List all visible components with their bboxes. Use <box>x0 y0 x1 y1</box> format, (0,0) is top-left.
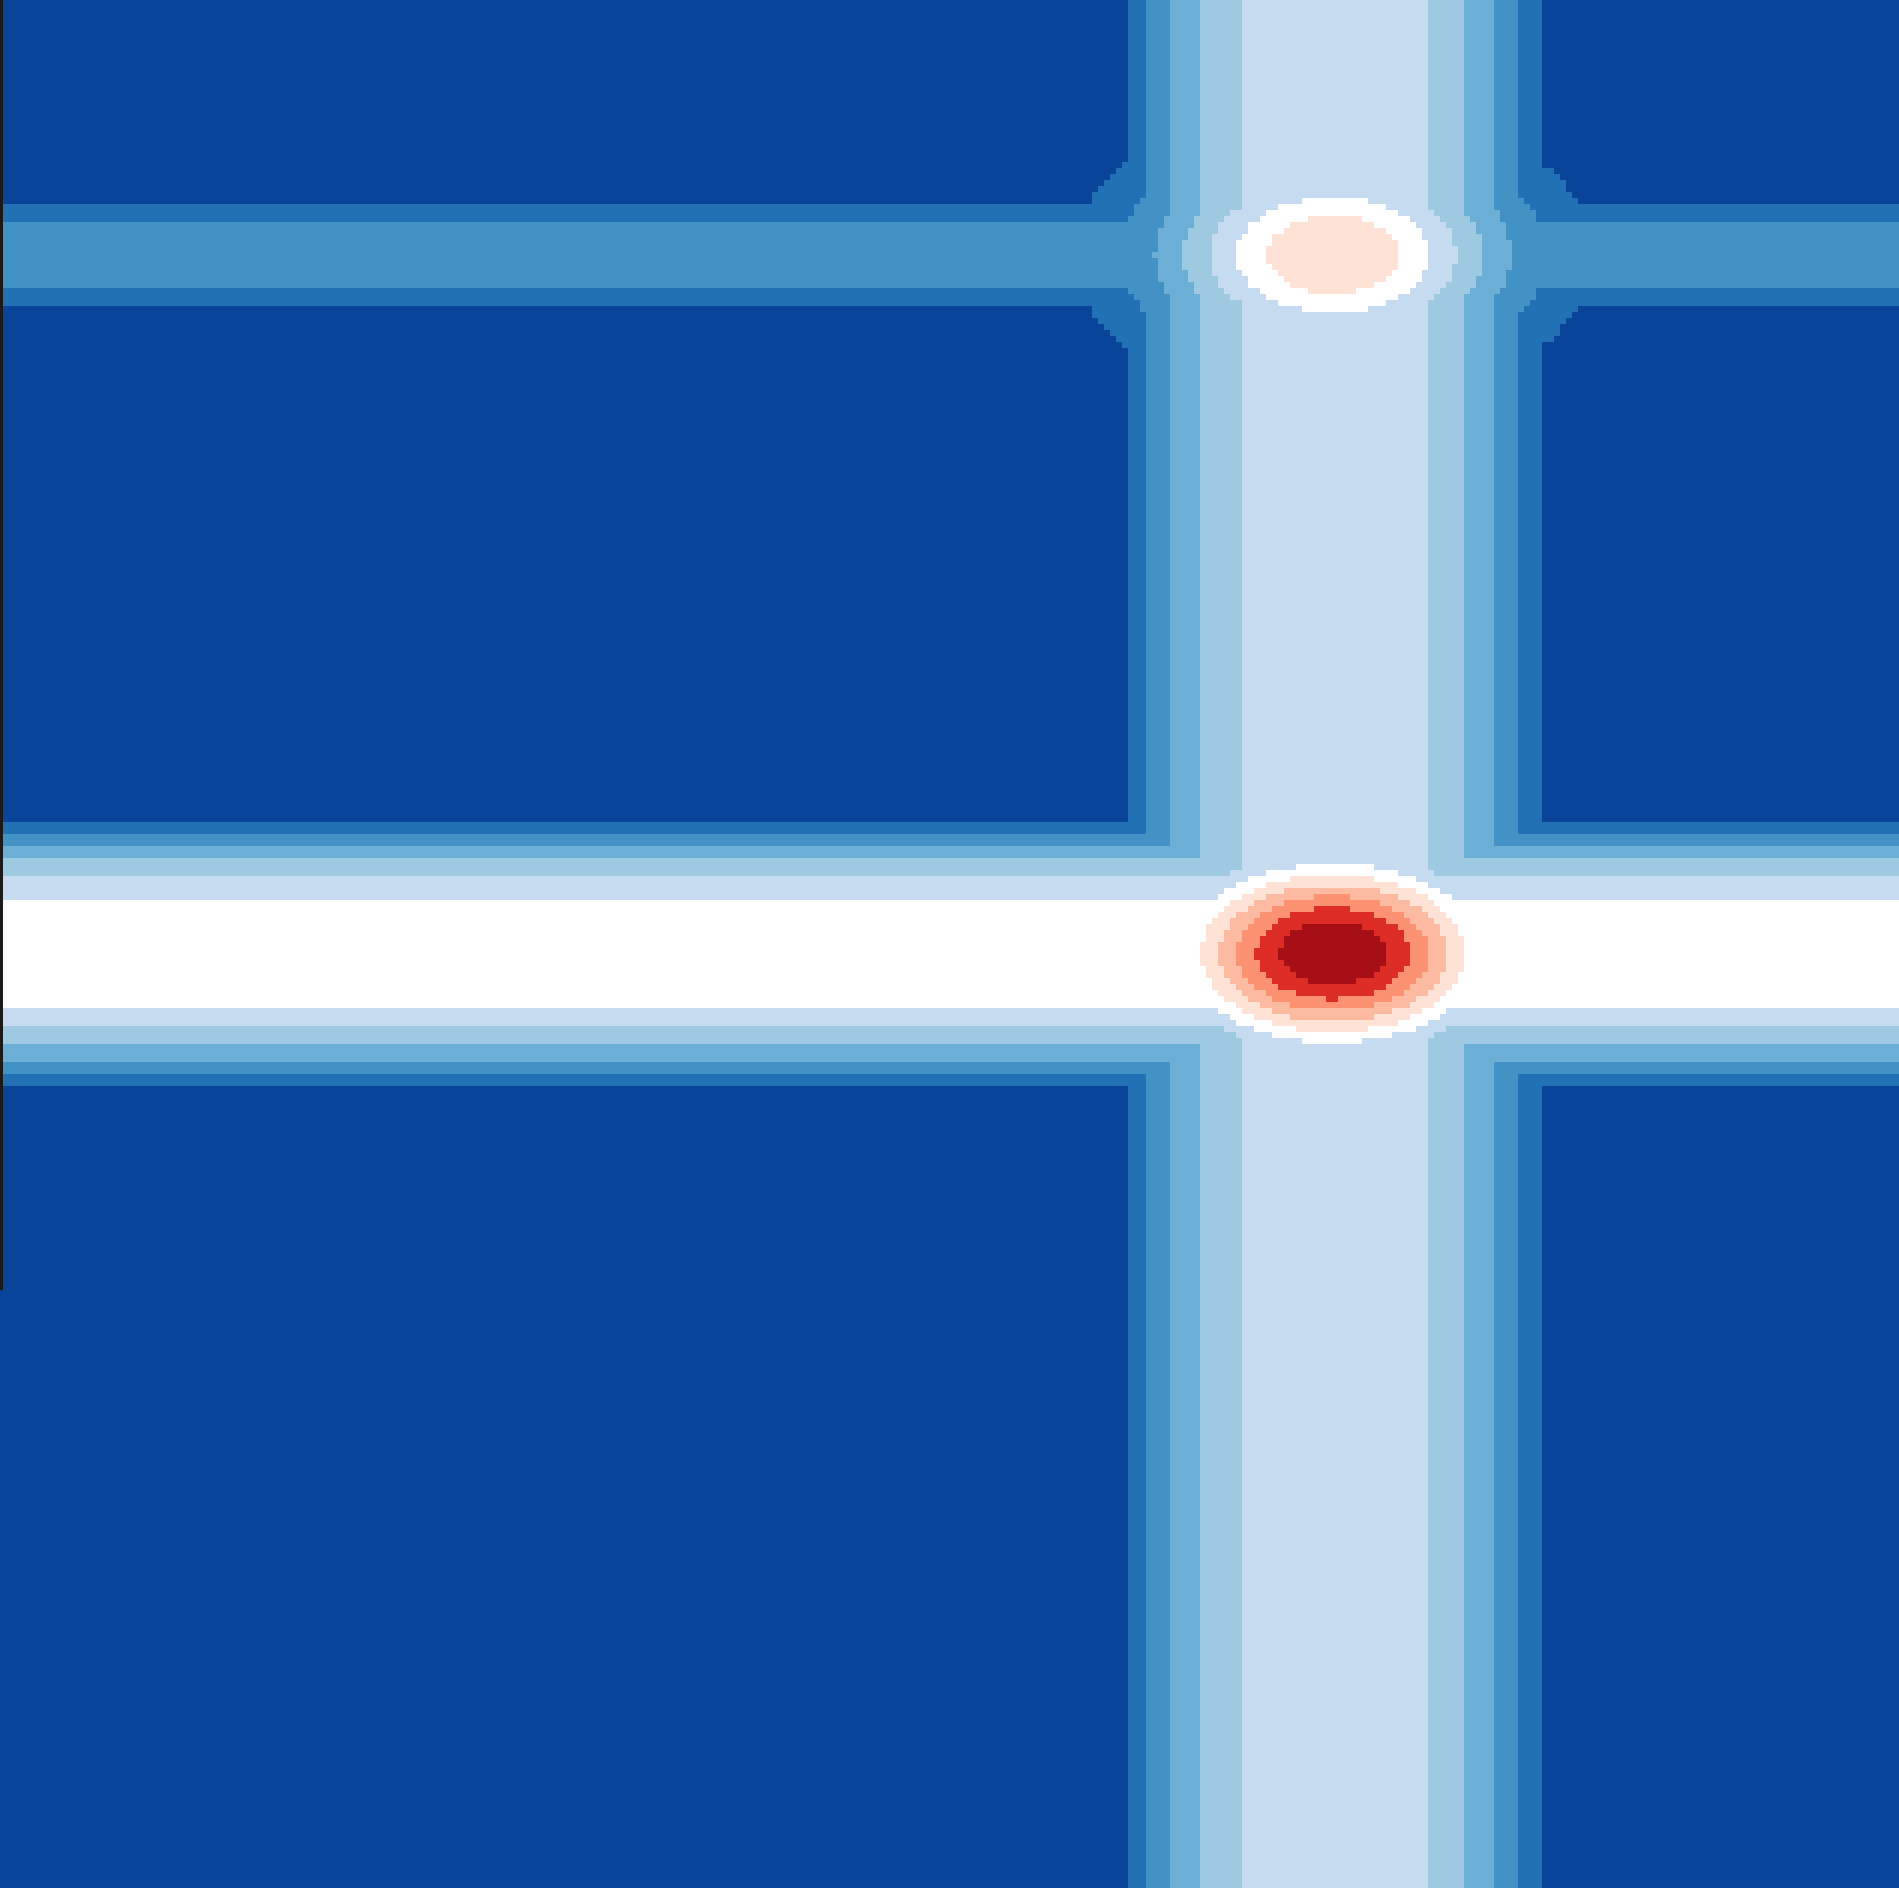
contour-level-11 <box>1278 924 1386 984</box>
contour-level-6 <box>0 198 1899 1044</box>
left-axis-spine <box>0 0 3 1290</box>
